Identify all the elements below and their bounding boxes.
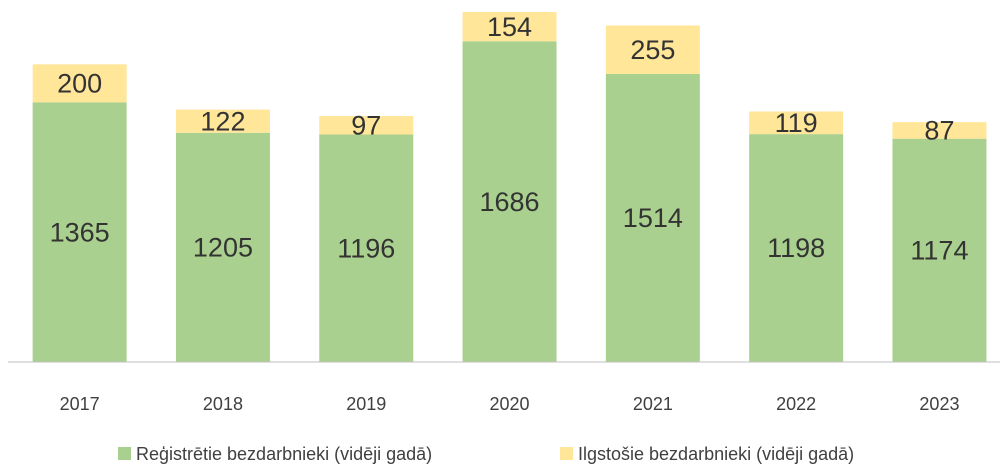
x-tick-label: 2022 — [776, 394, 816, 414]
legend-label: Reģistrētie bezdarbnieki (vidēji gadā) — [136, 444, 432, 464]
x-tick-label: 2023 — [919, 394, 959, 414]
data-label: 1174 — [910, 235, 968, 265]
data-label: 87 — [924, 116, 954, 146]
data-label: 119 — [775, 108, 818, 138]
bar-segment — [892, 138, 987, 362]
data-label: 1365 — [50, 217, 110, 247]
x-tick-label: 2020 — [490, 394, 530, 414]
bar-segment — [462, 41, 557, 362]
data-label: 1196 — [337, 233, 395, 263]
bar-segment — [892, 122, 987, 139]
x-tick-label: 2019 — [346, 394, 386, 414]
data-label: 1205 — [193, 233, 253, 263]
data-label: 97 — [351, 110, 381, 140]
data-label: 122 — [200, 106, 245, 136]
legend-swatch — [560, 447, 573, 460]
bar-segment — [175, 109, 270, 133]
data-label: 1514 — [623, 203, 683, 233]
data-label: 1198 — [767, 233, 825, 263]
x-tick-label: 2021 — [633, 394, 673, 414]
legend-label: Ilgstošie bezdarbnieki (vidēji gadā) — [578, 444, 854, 464]
bar-segment — [605, 25, 700, 75]
bar-segment — [32, 64, 127, 103]
bar-segment — [175, 132, 270, 362]
x-tick-label: 2017 — [60, 394, 100, 414]
data-label: 154 — [487, 12, 532, 42]
bar-segment — [749, 134, 844, 362]
data-label: 255 — [630, 35, 675, 65]
bar-segment — [462, 12, 557, 42]
bar-segment — [319, 116, 414, 135]
bar-segment — [605, 74, 700, 363]
bar-segment — [749, 111, 844, 135]
data-label: 1686 — [480, 187, 540, 217]
bar-segment — [319, 134, 414, 362]
legend-swatch — [118, 447, 131, 460]
x-tick-label: 2018 — [203, 394, 243, 414]
data-label: 200 — [57, 68, 102, 98]
bar-segment — [32, 102, 127, 362]
